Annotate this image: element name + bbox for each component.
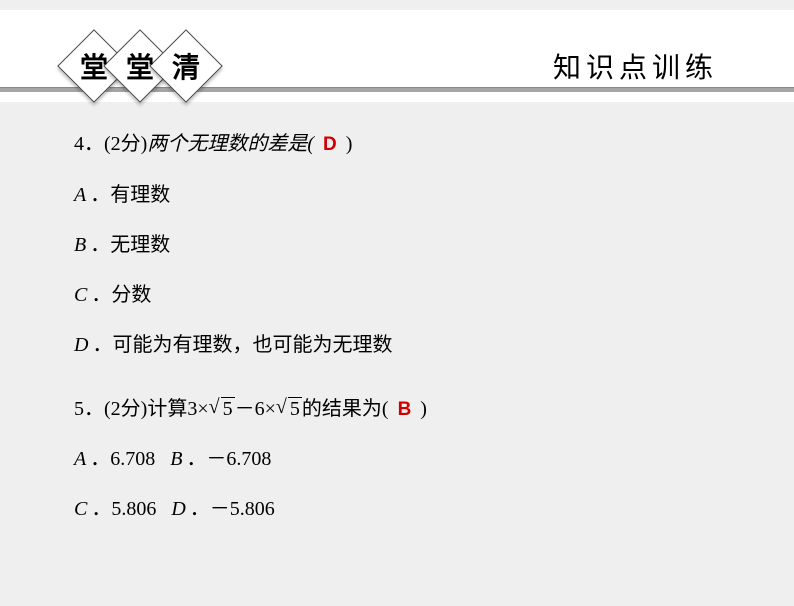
q4-optC-text: ．分数 xyxy=(91,284,151,306)
q4-optC: C．分数 xyxy=(74,281,720,309)
q4-answer: D xyxy=(319,134,341,155)
q5-optB: B．－6.708 xyxy=(170,448,271,470)
q4-optA-label: A xyxy=(74,184,86,206)
q4-number: 4． xyxy=(74,133,104,155)
diamond-group: 堂 堂 清 xyxy=(68,40,206,92)
q5-points: (2分) xyxy=(104,398,147,420)
q5-line2: C．5.806 D．－5.806 xyxy=(74,495,720,523)
q4-optD: D．可能为有理数，也可能为无理数 xyxy=(74,331,720,359)
header-title: 知识点训练 xyxy=(553,46,718,86)
q5-optC: C．5.806 xyxy=(74,498,156,520)
diamond-1: 堂 xyxy=(68,40,120,92)
diamond-3-char: 清 xyxy=(160,40,212,92)
q4-optA: A．有理数 xyxy=(74,181,720,209)
q4-points: (2分) xyxy=(104,133,147,155)
q5-tb: －6× xyxy=(235,398,276,420)
q5-optD: D．－5.806 xyxy=(171,498,274,520)
q5-optA-text: ．6.708 xyxy=(90,448,155,470)
diamond-2: 堂 xyxy=(114,40,166,92)
diamond-2-char: 堂 xyxy=(114,40,166,92)
content: 4．(2分)两个无理数的差是( D ) A．有理数 B．无理数 C．分数 D．可… xyxy=(0,102,794,523)
q4-optB-label: B xyxy=(74,234,86,256)
q5-optB-text: ．－6.708 xyxy=(186,448,271,470)
sqrt-2: 5 xyxy=(276,395,302,423)
q5-optA: A．6.708 xyxy=(74,448,155,470)
q5-optD-label: D xyxy=(171,498,185,520)
q4-text: 两个无理数的差是( xyxy=(147,133,314,155)
q5-line1: A．6.708 B．－6.708 xyxy=(74,445,720,473)
header-bar: 堂 堂 清 知识点训练 xyxy=(0,10,794,102)
q4-optA-text: ．有理数 xyxy=(90,184,170,206)
q5-optC-label: C xyxy=(74,498,87,520)
q5-close: ) xyxy=(420,398,427,420)
q5-tc: 的结果为( xyxy=(302,398,389,420)
sqrt-1: 5 xyxy=(209,395,235,423)
q5-answer: B xyxy=(394,399,416,420)
q4-optD-label: D xyxy=(74,334,88,356)
q5-optC-text: ．5.806 xyxy=(91,498,156,520)
q4-optC-label: C xyxy=(74,284,87,306)
sqrt-2-rad: 5 xyxy=(288,397,302,420)
q4-close: ) xyxy=(346,133,353,155)
q5-optA-label: A xyxy=(74,448,86,470)
q5-ta: 计算3× xyxy=(147,398,208,420)
q4-optB: B．无理数 xyxy=(74,231,720,259)
q4-stem: 4．(2分)两个无理数的差是( D ) xyxy=(74,130,720,159)
q5-optD-text: ．－5.806 xyxy=(190,498,275,520)
q5-number: 5． xyxy=(74,398,104,420)
q5-optB-label: B xyxy=(170,448,182,470)
q4-optB-text: ．无理数 xyxy=(90,234,170,256)
diamond-1-char: 堂 xyxy=(68,40,120,92)
q4-optD-text: ．可能为有理数，也可能为无理数 xyxy=(92,334,392,356)
diamond-3: 清 xyxy=(160,40,212,92)
sqrt-1-rad: 5 xyxy=(221,397,235,420)
q5-stem: 5．(2分)计算3×5－6×5的结果为( B ) xyxy=(74,395,720,424)
